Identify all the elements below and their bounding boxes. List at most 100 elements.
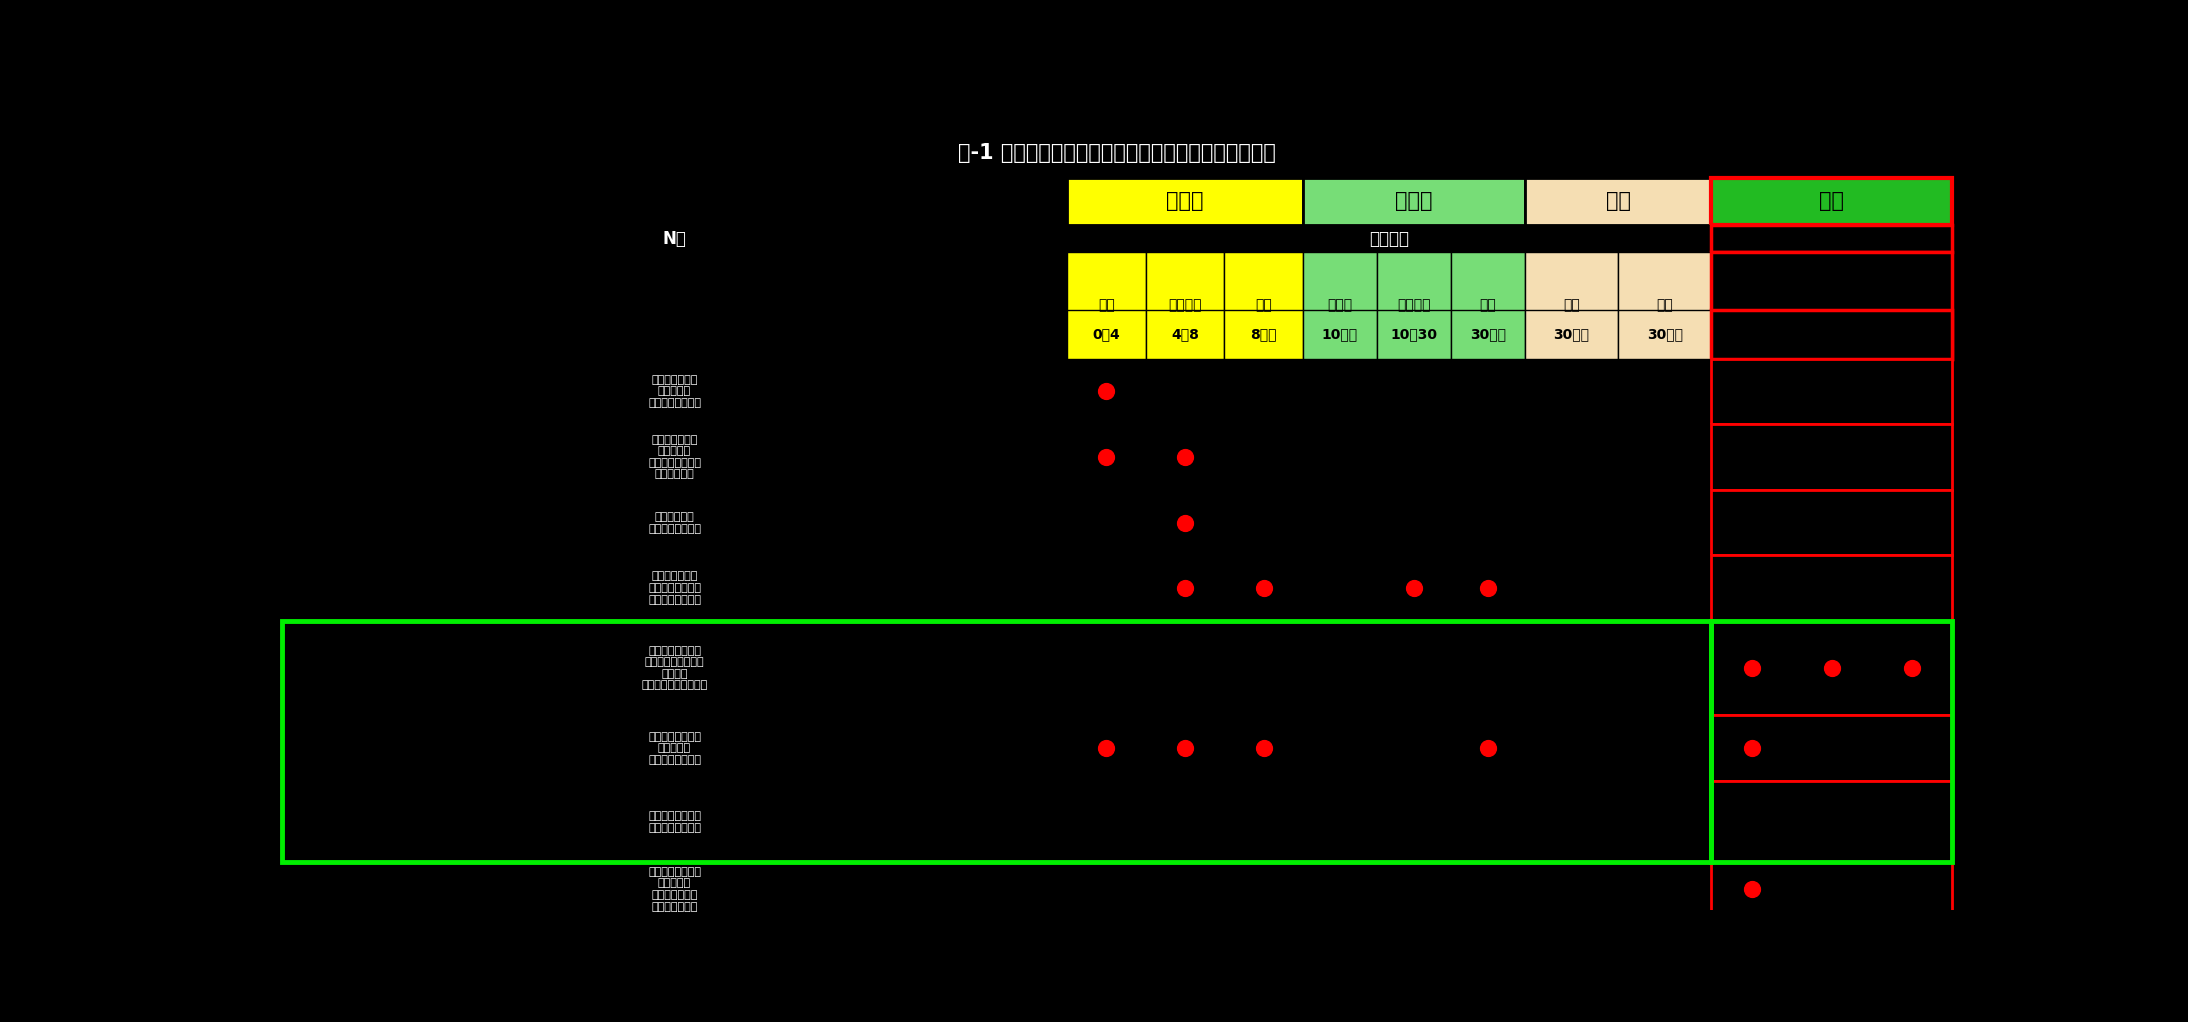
Bar — [1619, 359, 1711, 424]
Text: 30以上: 30以上 — [1648, 327, 1683, 341]
Bar — [282, 715, 1068, 781]
Bar — [1711, 555, 1952, 620]
Text: 30以上: 30以上 — [1470, 327, 1505, 341]
Text: 固定式ピストン
サンプラー
（シンウォール）: 固定式ピストン サンプラー （シンウォール） — [648, 375, 700, 408]
Bar — [1225, 620, 1302, 715]
Bar — [1302, 424, 1376, 491]
Bar — [1525, 178, 1711, 225]
Bar — [1711, 178, 1952, 225]
Bar — [1068, 225, 1711, 252]
Bar — [1147, 424, 1225, 491]
Text: 密な: 密な — [1479, 298, 1497, 313]
Text: 砂礫: 砂礫 — [1606, 191, 1630, 212]
Text: ゆるい: ゆるい — [1328, 298, 1352, 313]
Bar — [1525, 863, 1619, 916]
Bar — [1225, 715, 1302, 781]
Point — [1735, 881, 1770, 897]
Text: 三重管サンプラー
（ライナー付き）: 三重管サンプラー （ライナー付き） — [648, 811, 700, 833]
Bar — [1619, 310, 1711, 359]
Text: 岩盤: 岩盤 — [1820, 191, 1844, 212]
Bar — [1302, 715, 1376, 781]
Bar — [1376, 715, 1451, 781]
Bar — [1525, 359, 1619, 424]
Bar — [282, 310, 1068, 359]
Bar — [282, 252, 1068, 359]
Point — [1090, 449, 1125, 465]
Bar — [1068, 359, 1147, 424]
Bar — [1525, 424, 1619, 491]
Text: 固定式ピストン
サンプラー
（シンウォール・
ロータリー）: 固定式ピストン サンプラー （シンウォール・ ロータリー） — [648, 434, 700, 479]
Text: 軟質: 軟質 — [1098, 298, 1114, 313]
Bar — [1711, 863, 1952, 916]
Point — [1245, 579, 1280, 596]
Text: 中ぐらい: 中ぐらい — [1398, 298, 1431, 313]
Bar — [1619, 555, 1711, 620]
Text: 二重管サンプラー
（スウェーデン式・
その他）
シングルコアバーレル: 二重管サンプラー （スウェーデン式・ その他） シングルコアバーレル — [641, 646, 707, 691]
Bar — [1451, 252, 1525, 359]
Text: 表-1 多重管サンプラーの種類と適用する地盤との種類: 表-1 多重管サンプラーの種類と適用する地盤との種類 — [958, 143, 1276, 164]
Bar — [1711, 620, 1952, 863]
Bar — [1068, 781, 1147, 863]
Bar — [1068, 620, 1147, 715]
Bar — [1619, 252, 1711, 359]
Point — [1470, 579, 1505, 596]
Bar — [282, 359, 1068, 424]
Text: 4～8: 4～8 — [1171, 327, 1199, 341]
Text: 相対密度: 相対密度 — [1370, 230, 1409, 247]
Bar — [282, 555, 1068, 620]
Bar — [1451, 863, 1525, 916]
Text: 砂質土: 砂質土 — [1396, 191, 1433, 212]
Text: 硬質: 硬質 — [1256, 298, 1271, 313]
Bar — [1711, 252, 1952, 359]
Bar — [1451, 555, 1525, 620]
Bar — [1302, 359, 1376, 424]
Bar — [1711, 225, 1952, 252]
Bar — [1225, 555, 1302, 620]
Bar — [1451, 359, 1525, 424]
Bar — [1711, 620, 1952, 715]
Point — [1470, 740, 1505, 756]
Text: 8以上: 8以上 — [1249, 327, 1278, 341]
Bar — [1225, 252, 1302, 359]
Bar — [1068, 252, 1147, 359]
Bar — [1147, 620, 1225, 715]
Bar — [1376, 781, 1451, 863]
Bar — [1147, 491, 1225, 555]
Bar — [1525, 310, 1619, 359]
Point — [1396, 579, 1431, 596]
Bar — [1619, 715, 1711, 781]
Bar — [1147, 555, 1225, 620]
Bar — [1147, 310, 1225, 359]
Bar — [1147, 252, 1225, 359]
Bar — [1711, 359, 1952, 424]
Bar — [1147, 359, 1225, 424]
Bar — [1225, 863, 1302, 916]
Bar — [1068, 555, 1147, 620]
Bar — [1451, 424, 1525, 491]
Bar — [282, 620, 1711, 863]
Bar — [1068, 310, 1147, 359]
Bar — [1068, 424, 1147, 491]
Bar — [1619, 781, 1711, 863]
Bar — [1302, 863, 1376, 916]
Bar — [1147, 715, 1225, 781]
Bar — [1711, 310, 1952, 359]
Bar — [1376, 424, 1451, 491]
Point — [1090, 383, 1125, 400]
Bar — [1302, 620, 1376, 715]
Text: 粘性土: 粘性土 — [1166, 191, 1203, 212]
Bar — [1711, 781, 1952, 863]
Text: 三重管ロータリー
サンプラー
（ライナー付き
コアバーレル）: 三重管ロータリー サンプラー （ライナー付き コアバーレル） — [648, 867, 700, 912]
Bar — [1068, 491, 1147, 555]
Bar — [282, 863, 1068, 916]
Bar — [1451, 715, 1525, 781]
Bar — [1525, 715, 1619, 781]
Bar — [1376, 359, 1451, 424]
Point — [1090, 740, 1125, 756]
Text: 10以下: 10以下 — [1322, 327, 1359, 341]
Text: 30以下: 30以下 — [1553, 327, 1588, 341]
Bar — [282, 178, 1068, 225]
Bar — [1619, 491, 1711, 555]
Bar — [1147, 781, 1225, 863]
Bar — [1225, 491, 1302, 555]
